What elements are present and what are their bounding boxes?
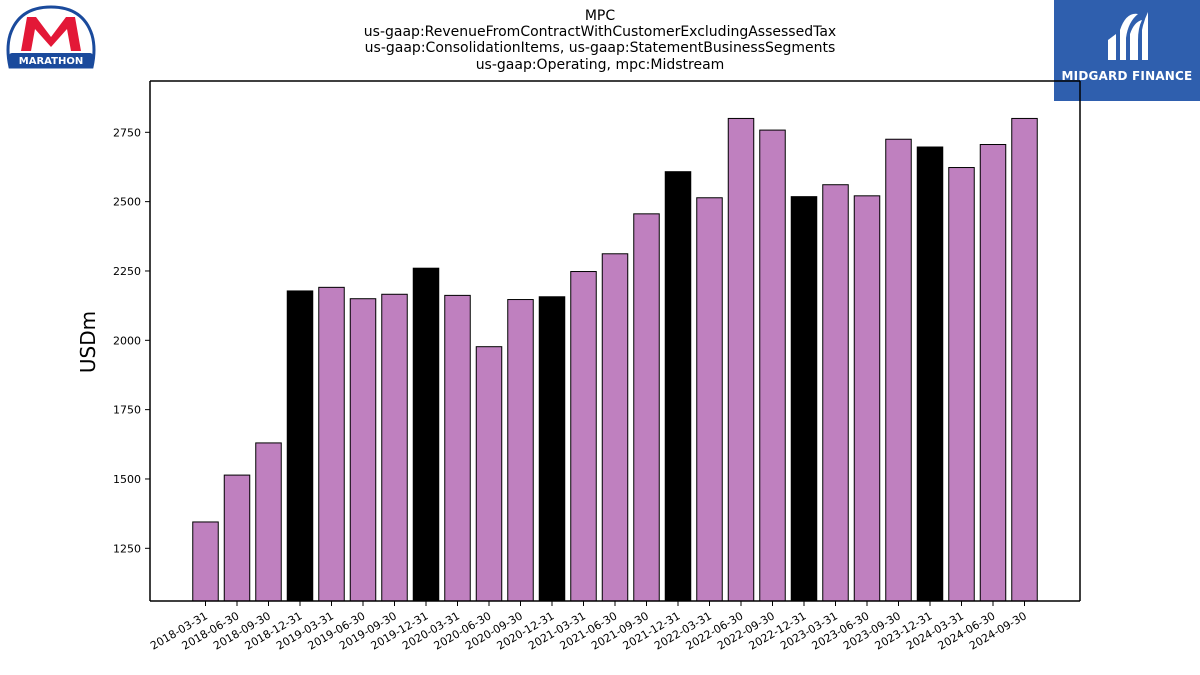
bar-2019-12-31	[412, 267, 440, 602]
midgard-finance-logo-text: MIDGARD FINANCE	[1061, 69, 1193, 83]
bar-2020-03-31	[444, 294, 471, 602]
bar-2019-09-30	[381, 293, 408, 602]
y-tick-label: 2250	[113, 265, 141, 278]
bar-2019-03-31	[318, 286, 345, 602]
bar-2022-06-30	[727, 117, 755, 602]
y-tick-label: 1750	[113, 404, 141, 417]
bar-2021-03-31	[570, 271, 597, 602]
marathon-logo: MARATHON	[5, 5, 97, 75]
marathon-logo-text: MARATHON	[19, 56, 83, 67]
bar-2021-09-30	[633, 213, 660, 602]
bar-2018-06-30	[223, 474, 251, 602]
midgard-finance-logo: MIDGARD FINANCE	[1054, 0, 1200, 101]
bar-2021-12-31	[664, 171, 692, 602]
bar-2021-06-30	[601, 253, 629, 602]
midgard-finance-logo-icon	[1108, 12, 1148, 60]
bar-2019-06-30	[349, 298, 377, 602]
bar-2018-09-30	[255, 442, 282, 602]
bar-2022-12-31	[790, 196, 818, 602]
chart-title-concept: us-gaap:RevenueFromContractWithCustomerE…	[363, 24, 837, 40]
y-tick-label: 2500	[113, 196, 141, 209]
bar-2023-12-31	[916, 146, 944, 602]
chart-title-company: MPC	[584, 8, 616, 24]
bar-2020-09-30	[507, 299, 534, 602]
bar-2020-12-31	[538, 296, 566, 602]
chart-title-segment: us-gaap:Operating, mpc:Midstream	[475, 57, 725, 73]
bar-2023-03-31	[822, 184, 849, 602]
y-tick-label: 1250	[113, 542, 141, 555]
marathon-logo-icon: MARATHON	[6, 5, 96, 69]
bar-2024-09-30	[1011, 117, 1038, 602]
bar-2018-03-31	[192, 521, 219, 602]
y-tick-label: 2000	[113, 334, 141, 347]
bar-2020-06-30	[475, 346, 503, 602]
y-tick-label: 1500	[113, 473, 141, 486]
bar-2023-06-30	[853, 195, 881, 602]
bar-2018-12-31	[286, 290, 314, 602]
bar-2024-06-30	[979, 144, 1007, 602]
y-tick-label: 2750	[113, 126, 141, 139]
bar-2024-03-31	[948, 167, 975, 602]
bar-2023-09-30	[885, 138, 912, 602]
y-axis-label: USDm	[76, 310, 100, 374]
bar-2022-03-31	[696, 197, 723, 602]
bar-2022-09-30	[759, 129, 786, 602]
chart-title-axis-members: us-gaap:ConsolidationItems, us-gaap:Stat…	[364, 40, 836, 56]
